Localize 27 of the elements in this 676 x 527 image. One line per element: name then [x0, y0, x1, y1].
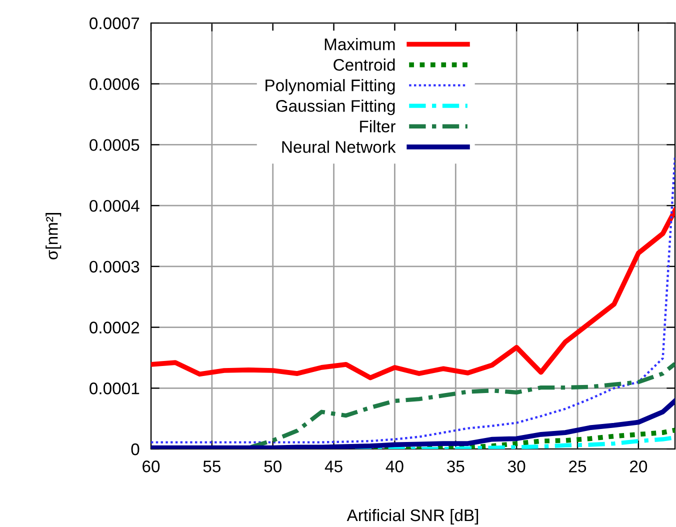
legend-label: Filter: [360, 120, 396, 132]
x-tick-label: 55: [203, 460, 220, 472]
x-tick-label: 40: [386, 460, 404, 472]
y-tick-label: 0.0002: [90, 322, 140, 334]
line-series: [151, 156, 675, 444]
x-tick-label: 60: [142, 460, 160, 472]
y-tick-label: 0.0006: [90, 78, 140, 90]
x-tick-label: 35: [447, 460, 464, 472]
x-tick-label: 50: [264, 460, 282, 472]
x-tick-label: 25: [569, 460, 586, 472]
legend-label: Centroid: [334, 58, 395, 71]
x-tick-label: 30: [508, 460, 526, 472]
legend-label: Maximum: [324, 38, 395, 50]
x-axis-title: Artificial SNR [dB]: [346, 508, 478, 525]
legend-label: Neural Network: [282, 140, 396, 153]
legend-label: Gaussian Fitting: [276, 100, 395, 116]
line-series: [151, 208, 675, 380]
x-tick-label: 20: [630, 460, 648, 472]
legend-label: Polynomial Fitting: [266, 79, 395, 95]
y-axis-title: σ[nm²]: [46, 213, 62, 260]
y-tick-label: 0.0001: [90, 382, 140, 394]
y-tick-label: 0.0004: [90, 200, 140, 212]
y-tick-label: 0: [131, 443, 140, 456]
x-tick-label: 45: [324, 460, 342, 472]
y-tick-label: 0.0003: [90, 260, 140, 273]
y-tick-label: 0.0007: [90, 17, 140, 30]
y-tick-label: 0.0005: [90, 139, 140, 151]
